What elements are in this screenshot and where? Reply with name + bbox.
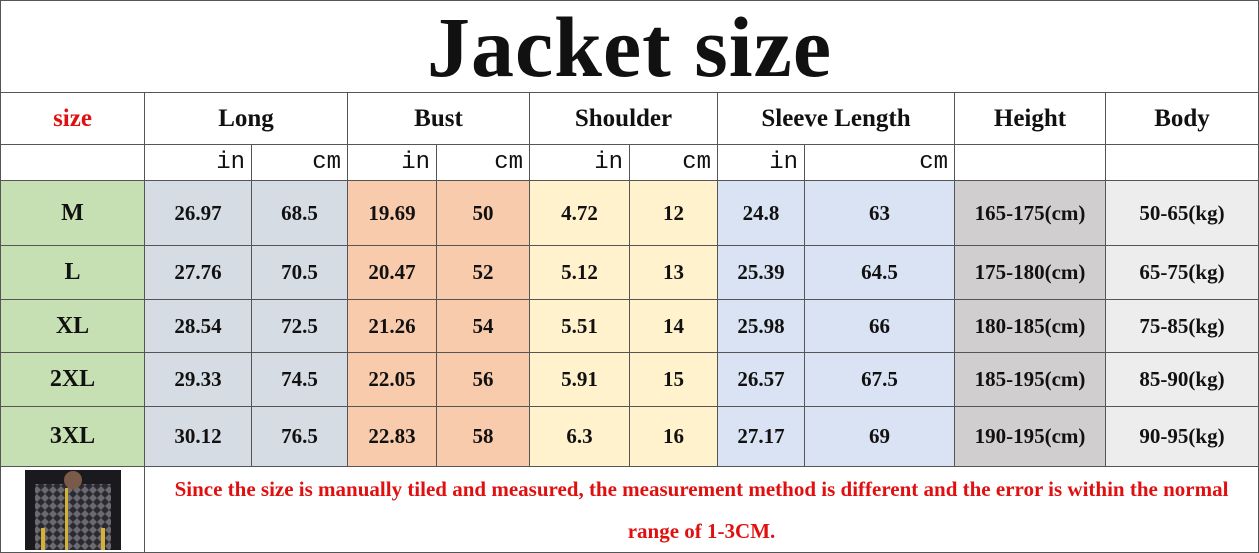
measurement: 50	[437, 181, 530, 246]
measurement: 13	[630, 246, 718, 300]
title: Jacket size	[0, 0, 1259, 95]
measurement: 85-90(kg)	[1106, 353, 1259, 407]
measurement: 165-175(cm)	[955, 181, 1106, 246]
measurement: 54	[437, 300, 530, 353]
measurement: 58	[437, 407, 530, 467]
measurement: 5.51	[530, 300, 630, 353]
measurement: 69	[805, 407, 955, 467]
measurement: 70.5	[252, 246, 348, 300]
size-label: XL	[0, 300, 145, 353]
unit-cell	[955, 145, 1106, 181]
measurement: 72.5	[252, 300, 348, 353]
measurement: 27.76	[145, 246, 252, 300]
measurement: 20.47	[348, 246, 437, 300]
measurement: 52	[437, 246, 530, 300]
measurement: 16	[630, 407, 718, 467]
column-header: Sleeve Length	[718, 93, 955, 145]
measurement: 5.12	[530, 246, 630, 300]
measurement: 4.72	[530, 181, 630, 246]
measurement: 29.33	[145, 353, 252, 407]
measurement: 30.12	[145, 407, 252, 467]
unit-label: in	[145, 145, 252, 181]
measurement: 180-185(cm)	[955, 300, 1106, 353]
unit-label: cm	[252, 145, 348, 181]
measurement: 5.91	[530, 353, 630, 407]
measurement: 66	[805, 300, 955, 353]
column-header: Long	[145, 93, 348, 145]
column-header: size	[0, 93, 145, 145]
measurement: 14	[630, 300, 718, 353]
unit-label: cm	[805, 145, 955, 181]
measurement: 19.69	[348, 181, 437, 246]
size-label: M	[0, 181, 145, 246]
measurement: 67.5	[805, 353, 955, 407]
measurement: 74.5	[252, 353, 348, 407]
jacket-photo	[24, 469, 121, 550]
measurement: 27.17	[718, 407, 805, 467]
measurement: 63	[805, 181, 955, 246]
measurement: 68.5	[252, 181, 348, 246]
column-header: Shoulder	[530, 93, 718, 145]
measurement: 24.8	[718, 181, 805, 246]
unit-label: in	[348, 145, 437, 181]
measurement: 90-95(kg)	[1106, 407, 1259, 467]
measurement: 190-195(cm)	[955, 407, 1106, 467]
column-header: Body	[1106, 93, 1259, 145]
unit-label: cm	[630, 145, 718, 181]
unit-label: in	[718, 145, 805, 181]
measurement: 65-75(kg)	[1106, 246, 1259, 300]
measurement: 75-85(kg)	[1106, 300, 1259, 353]
column-header: Bust	[348, 93, 530, 145]
measurement: 6.3	[530, 407, 630, 467]
measurement: 175-180(cm)	[955, 246, 1106, 300]
size-label: 3XL	[0, 407, 145, 467]
measurement: 50-65(kg)	[1106, 181, 1259, 246]
measurement: 12	[630, 181, 718, 246]
unit-label: cm	[437, 145, 530, 181]
measurement: 22.05	[348, 353, 437, 407]
note: Since the size is manually tiled and mea…	[145, 467, 1259, 553]
size-label: 2XL	[0, 353, 145, 407]
measurement: 56	[437, 353, 530, 407]
measurement: 21.26	[348, 300, 437, 353]
measurement: 25.98	[718, 300, 805, 353]
measurement: 26.97	[145, 181, 252, 246]
measurement: 22.83	[348, 407, 437, 467]
measurement: 185-195(cm)	[955, 353, 1106, 407]
photo-cell	[0, 467, 145, 553]
column-header: Height	[955, 93, 1106, 145]
measurement: 76.5	[252, 407, 348, 467]
measurement: 15	[630, 353, 718, 407]
size-label: L	[0, 246, 145, 300]
unit-cell	[0, 145, 145, 181]
measurement: 28.54	[145, 300, 252, 353]
unit-label: in	[530, 145, 630, 181]
measurement: 25.39	[718, 246, 805, 300]
measurement: 26.57	[718, 353, 805, 407]
measurement: 64.5	[805, 246, 955, 300]
unit-cell	[1106, 145, 1259, 181]
